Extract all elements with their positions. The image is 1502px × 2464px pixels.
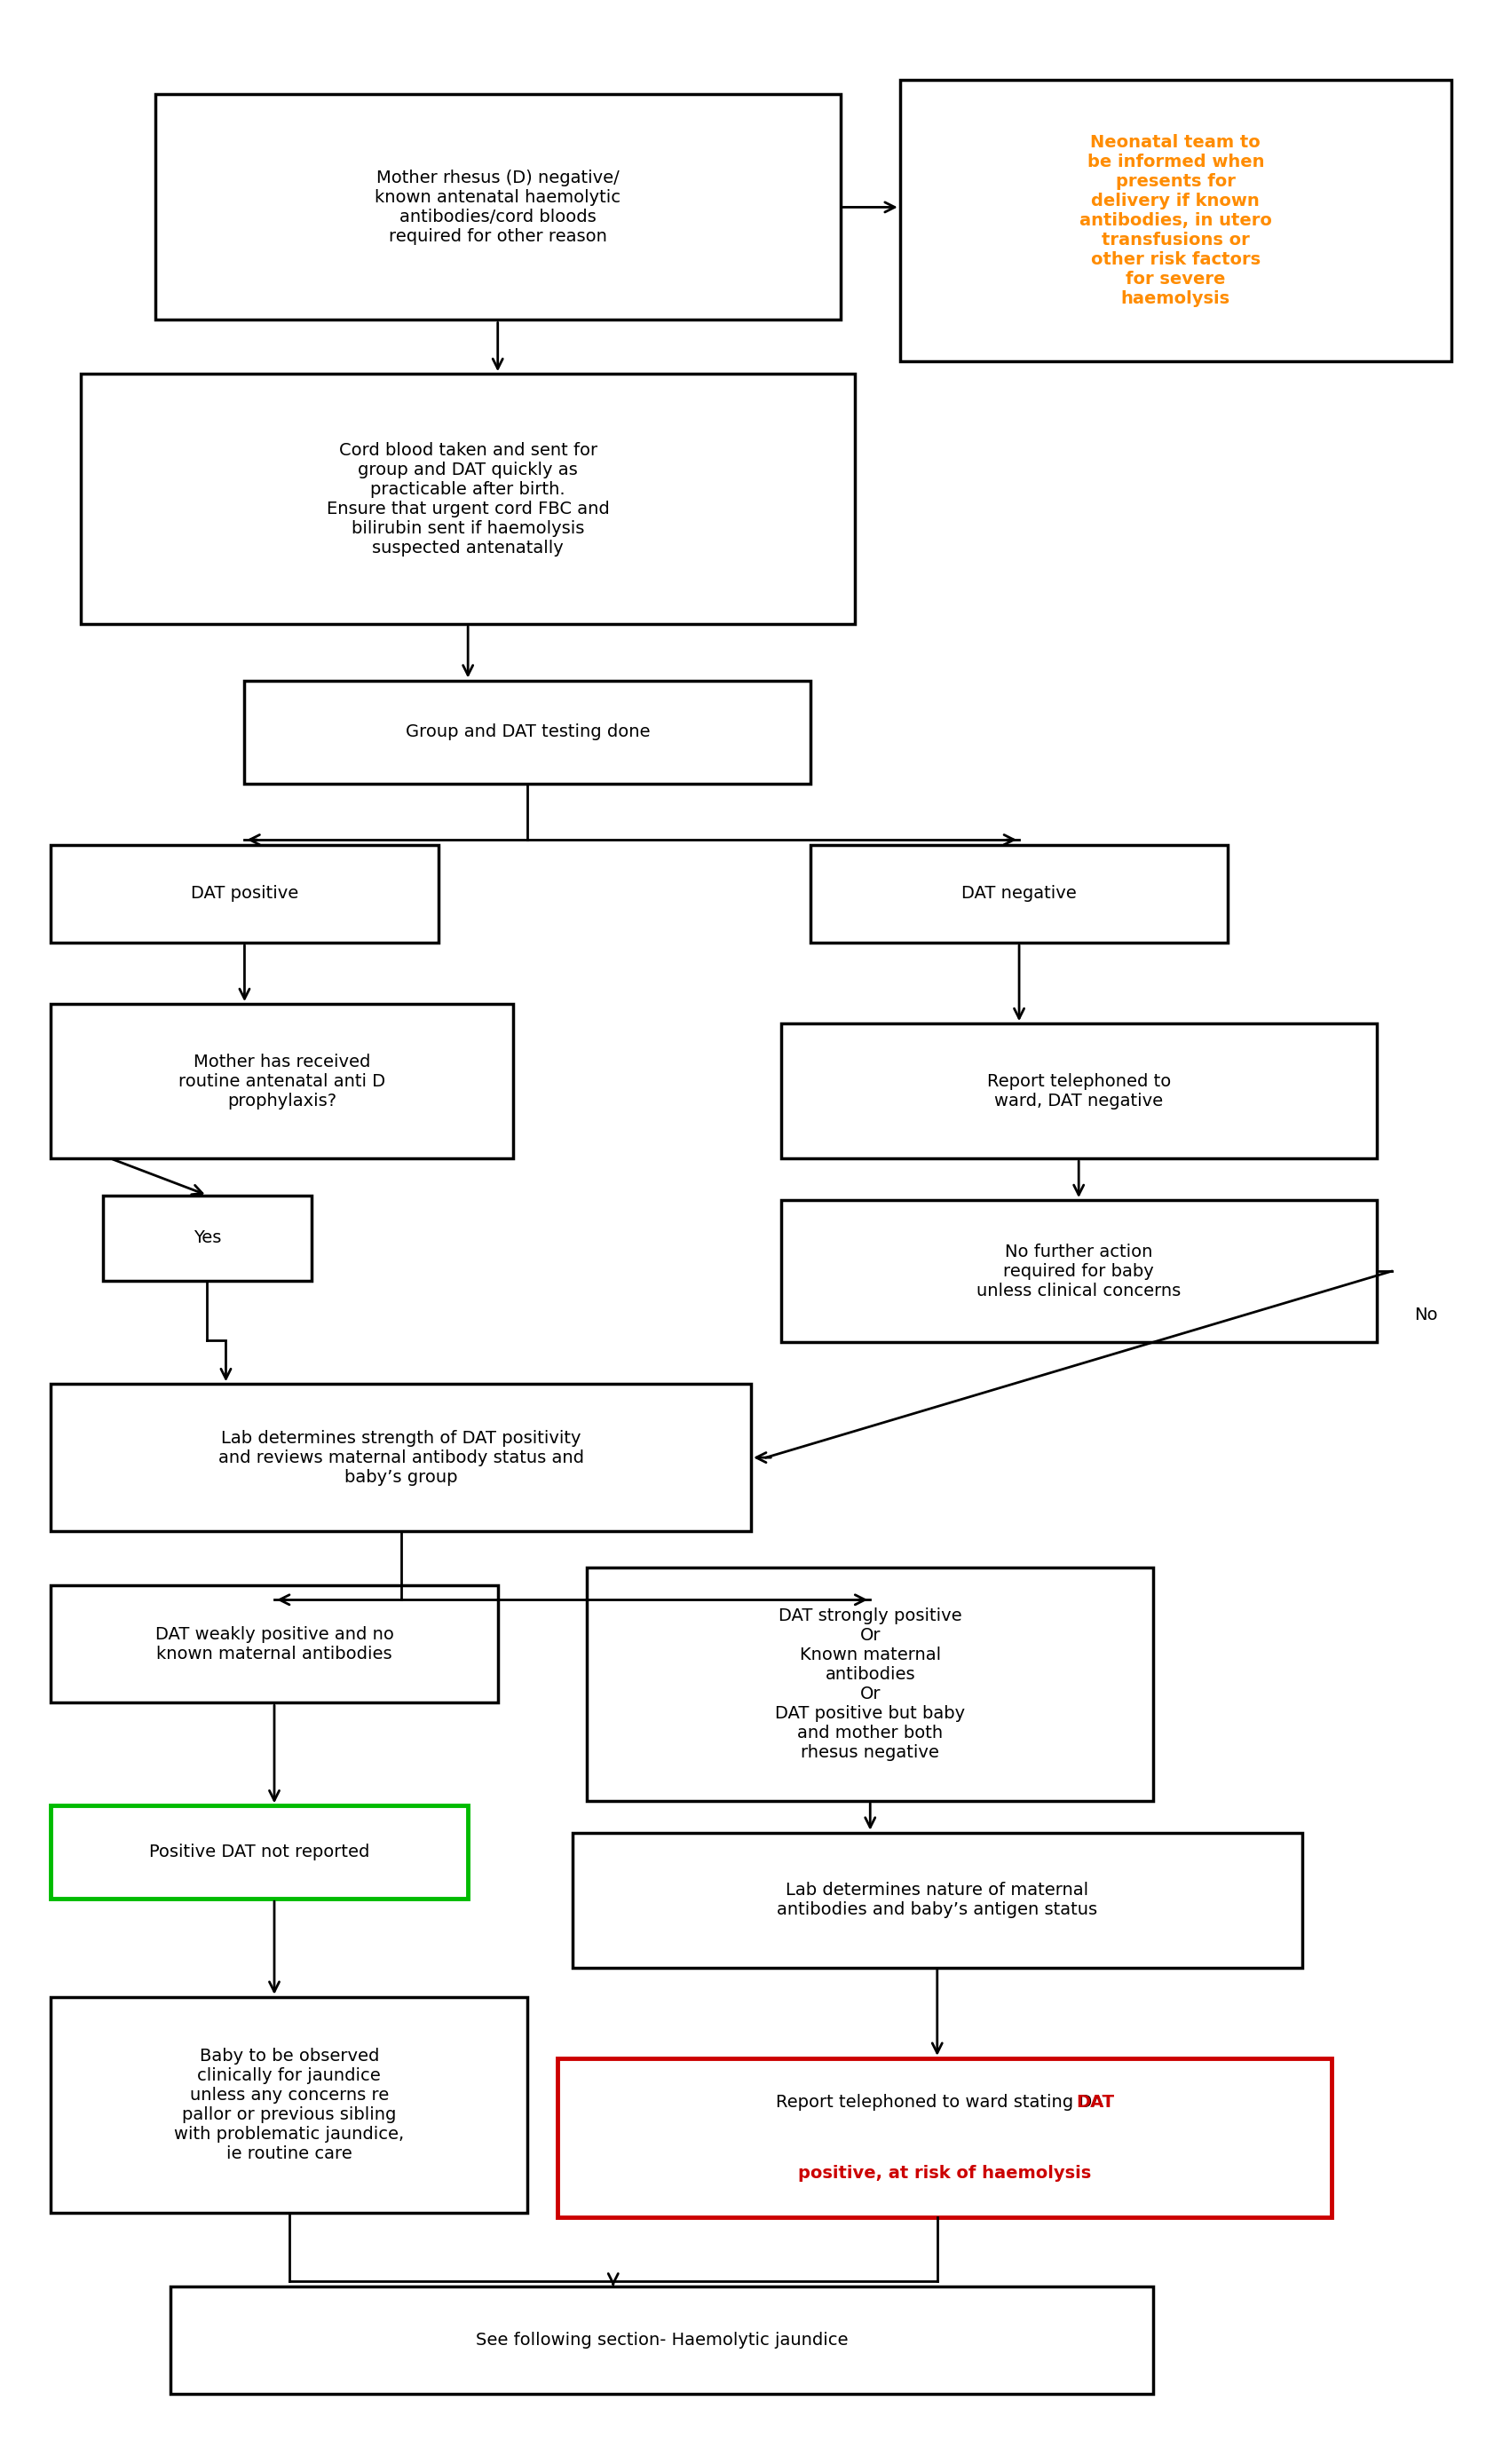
- FancyBboxPatch shape: [51, 845, 439, 944]
- Text: DAT weakly positive and no
known maternal antibodies: DAT weakly positive and no known materna…: [155, 1626, 394, 1663]
- FancyBboxPatch shape: [51, 1806, 469, 1900]
- Text: Report telephoned to
ward, DAT negative: Report telephoned to ward, DAT negative: [987, 1072, 1170, 1109]
- FancyBboxPatch shape: [51, 1996, 527, 2213]
- FancyBboxPatch shape: [51, 1584, 497, 1703]
- FancyBboxPatch shape: [572, 1833, 1302, 1966]
- FancyBboxPatch shape: [51, 1385, 751, 1530]
- FancyBboxPatch shape: [245, 680, 811, 784]
- Text: DAT: DAT: [1077, 2094, 1114, 2112]
- FancyBboxPatch shape: [51, 1003, 512, 1158]
- FancyBboxPatch shape: [900, 79, 1451, 362]
- Text: Lab determines strength of DAT positivity
and reviews maternal antibody status a: Lab determines strength of DAT positivit…: [218, 1429, 584, 1486]
- Text: Baby to be observed
clinically for jaundice
unless any concerns re
pallor or pre: Baby to be observed clinically for jaund…: [174, 2048, 404, 2161]
- FancyBboxPatch shape: [781, 1023, 1377, 1158]
- FancyBboxPatch shape: [811, 845, 1227, 944]
- FancyBboxPatch shape: [557, 2057, 1332, 2218]
- Text: DAT strongly positive
Or
Known maternal
antibodies
Or
DAT positive but baby
and : DAT strongly positive Or Known maternal …: [775, 1607, 966, 1762]
- FancyBboxPatch shape: [81, 375, 855, 623]
- FancyBboxPatch shape: [781, 1200, 1377, 1343]
- Text: No further action
required for baby
unless clinical concerns: No further action required for baby unle…: [976, 1244, 1181, 1299]
- Text: Group and DAT testing done: Group and DAT testing done: [406, 724, 650, 739]
- Text: Neonatal team to
be informed when
presents for
delivery if known
antibodies, in : Neonatal team to be informed when presen…: [1080, 133, 1272, 308]
- Text: Lab determines nature of maternal
antibodies and baby’s antigen status: Lab determines nature of maternal antibo…: [777, 1882, 1098, 1919]
- Text: positive, at risk of haemolysis: positive, at risk of haemolysis: [798, 2166, 1092, 2183]
- Text: DAT negative: DAT negative: [961, 885, 1077, 902]
- FancyBboxPatch shape: [104, 1195, 311, 1281]
- Text: DAT positive: DAT positive: [191, 885, 299, 902]
- Text: Positive DAT not reported: Positive DAT not reported: [149, 1843, 369, 1860]
- Text: Mother has received
routine antenatal anti D
prophylaxis?: Mother has received routine antenatal an…: [179, 1052, 385, 1109]
- Text: Mother rhesus (D) negative/
known antenatal haemolytic
antibodies/cord bloods
re: Mother rhesus (D) negative/ known antena…: [376, 170, 620, 244]
- Text: No: No: [1413, 1306, 1437, 1323]
- Text: Report telephoned to ward stating DAT: Report telephoned to ward stating DAT: [777, 2094, 1113, 2112]
- FancyBboxPatch shape: [170, 2287, 1154, 2395]
- FancyBboxPatch shape: [587, 1567, 1154, 1801]
- FancyBboxPatch shape: [155, 94, 841, 320]
- Text: Yes: Yes: [194, 1230, 221, 1247]
- Text: Cord blood taken and sent for
group and DAT quickly as
practicable after birth.
: Cord blood taken and sent for group and …: [326, 441, 610, 557]
- Text: See following section- Haemolytic jaundice: See following section- Haemolytic jaundi…: [476, 2331, 847, 2348]
